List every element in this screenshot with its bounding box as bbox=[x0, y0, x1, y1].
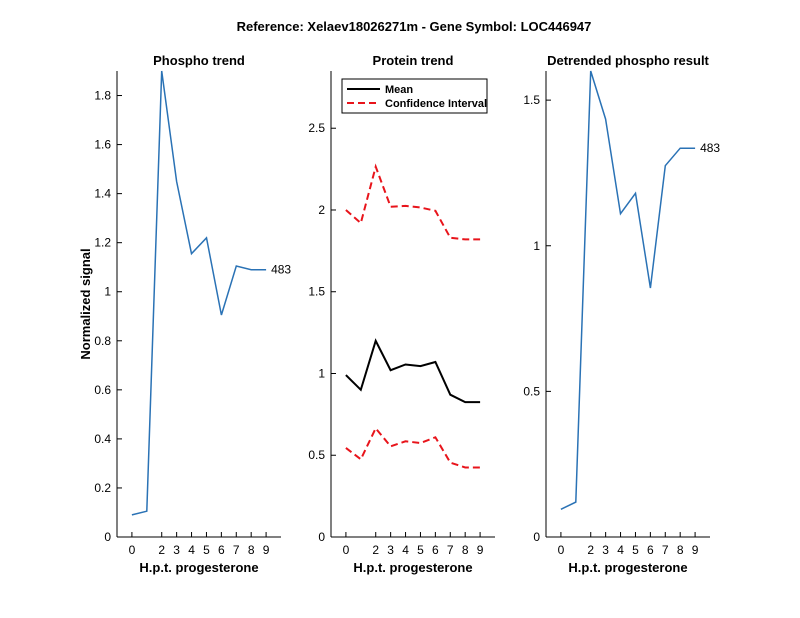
x-tick-label: 5 bbox=[417, 543, 424, 557]
x-tick-label: 2 bbox=[158, 543, 165, 557]
x-tick-label: 3 bbox=[173, 543, 180, 557]
y-tick-label: 1.5 bbox=[308, 285, 325, 299]
y-tick-label: 0.5 bbox=[308, 448, 325, 462]
x-tick-label: 4 bbox=[188, 543, 195, 557]
series-end-label: 483 bbox=[271, 263, 291, 277]
series-line-3 bbox=[345, 426, 481, 469]
y-tick-label: 0 bbox=[533, 530, 540, 544]
series-line-1 bbox=[131, 70, 267, 516]
y-tick-label: 2.5 bbox=[308, 121, 325, 135]
x-tick-label: 6 bbox=[647, 543, 654, 557]
x-tick-label: 9 bbox=[263, 543, 270, 557]
x-tick-label: 5 bbox=[632, 543, 639, 557]
x-tick-label: 4 bbox=[617, 543, 624, 557]
x-tick-label: 6 bbox=[432, 543, 439, 557]
chart-panel-3: 0 0.5 1 1.5 0 2 3 4 5 6 7 8 9 Detrended phospho resul… bbox=[523, 53, 720, 575]
y-tick-label: 0.4 bbox=[94, 432, 111, 446]
x-tick-label: 7 bbox=[447, 543, 454, 557]
x-tick-label: 8 bbox=[248, 543, 255, 557]
y-tick-label: 1 bbox=[533, 239, 540, 253]
chart-title: Detrended phospho result bbox=[547, 53, 709, 68]
y-tick-label: 0 bbox=[318, 530, 325, 544]
y-tick-label: 1.6 bbox=[94, 138, 111, 152]
series-line-2 bbox=[345, 163, 481, 241]
legend-label: Confidence Interval bbox=[385, 98, 487, 110]
x-tick-label: 7 bbox=[233, 543, 240, 557]
x-tick-label: 3 bbox=[602, 543, 609, 557]
x-tick-label: 8 bbox=[677, 543, 684, 557]
x-tick-label: 2 bbox=[372, 543, 379, 557]
y-tick-label: 1.4 bbox=[94, 187, 111, 201]
x-tick-label: 0 bbox=[558, 543, 565, 557]
y-axis-label: Normalized signal bbox=[78, 248, 93, 359]
x-tick-label: 5 bbox=[203, 543, 210, 557]
chart-panels: 00.20.40.60.811.21.41.61.80 2 3 4 5 6 7 8 9Phosp… bbox=[78, 53, 720, 575]
x-axis-label: H.p.t. progesterone bbox=[353, 560, 472, 575]
x-tick-label: 2 bbox=[587, 543, 594, 557]
chart-panel-1: 0 0.2 0.4 0.6 0.8 1 1.2 1.4 1.6 1.8 0 2 3 4 5 6 7 8 9 Phosp… bbox=[78, 53, 291, 575]
y-tick-label: 1 bbox=[318, 366, 325, 380]
series-end-label: 483 bbox=[700, 141, 720, 155]
y-tick-label: 1 bbox=[104, 285, 111, 299]
y-tick-label: 0.8 bbox=[94, 334, 111, 348]
x-tick-label: 0 bbox=[129, 543, 136, 557]
x-tick-label: 9 bbox=[692, 543, 699, 557]
chart-title: Phospho trend bbox=[153, 53, 245, 68]
figure-title: Reference: Xelaev18026271m - Gene Symbol… bbox=[237, 19, 592, 34]
x-axis-label: H.p.t. progesterone bbox=[568, 560, 687, 575]
y-tick-label: 1.2 bbox=[94, 236, 111, 250]
y-tick-label: 0 bbox=[104, 530, 111, 544]
x-tick-label: 3 bbox=[387, 543, 394, 557]
chart-title: Protein trend bbox=[373, 53, 454, 68]
x-tick-label: 7 bbox=[662, 543, 669, 557]
y-tick-label: 0.2 bbox=[94, 481, 111, 495]
x-tick-label: 6 bbox=[218, 543, 225, 557]
x-axis-label: H.p.t. progesterone bbox=[139, 560, 258, 575]
x-tick-label: 0 bbox=[343, 543, 350, 557]
x-tick-label: 9 bbox=[477, 543, 484, 557]
legend-label: Mean bbox=[385, 84, 413, 96]
series-line-1 bbox=[560, 70, 696, 510]
y-tick-label: 1.8 bbox=[94, 89, 111, 103]
y-tick-label: 2 bbox=[318, 203, 325, 217]
legend-box bbox=[341, 78, 488, 114]
y-tick-label: 0.6 bbox=[94, 383, 111, 397]
series-line-1 bbox=[345, 338, 481, 404]
x-tick-label: 4 bbox=[402, 543, 409, 557]
y-tick-label: 0.5 bbox=[523, 384, 540, 398]
y-tick-label: 1.5 bbox=[523, 93, 540, 107]
x-tick-label: 8 bbox=[462, 543, 469, 557]
